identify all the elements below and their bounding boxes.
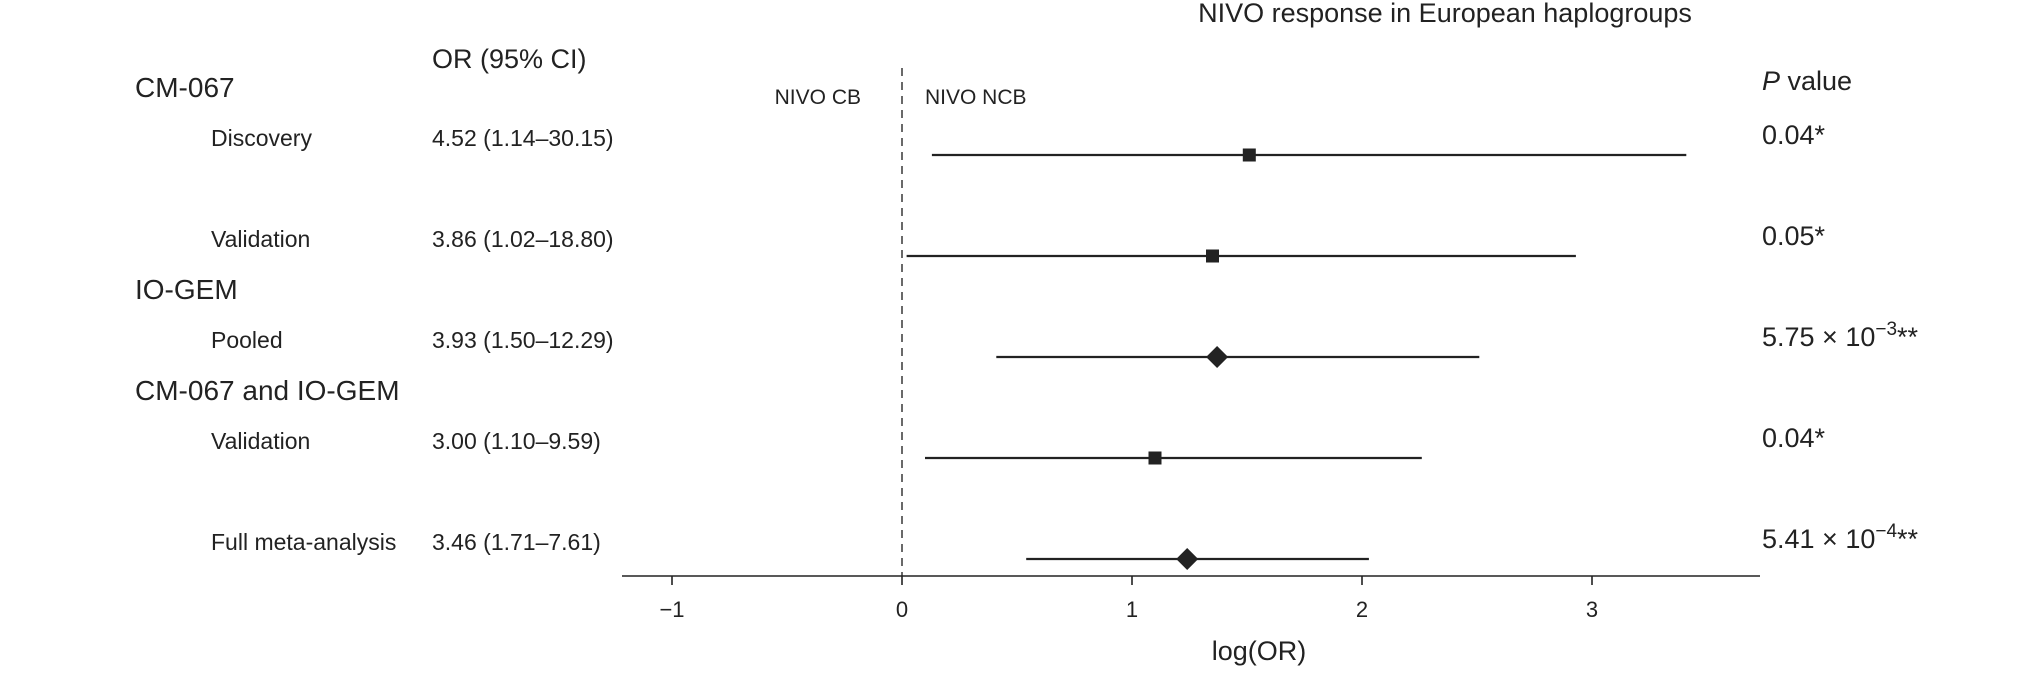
x-tick-label: 0 <box>896 597 908 622</box>
p-value-main: 0.05* <box>1762 221 1826 251</box>
estimate-square <box>1242 148 1256 162</box>
nivo-cb-label: NIVO CB <box>775 86 861 109</box>
group-label: IO-GEM <box>135 274 238 305</box>
or-ci-value: 3.46 (1.71–7.61) <box>432 529 601 555</box>
p-value-stars: ** <box>1897 524 1919 554</box>
p-value-stars: ** <box>1897 322 1919 352</box>
x-tick-label: 2 <box>1356 597 1368 622</box>
estimate-square <box>1148 451 1162 465</box>
p-value: 0.04* <box>1762 120 1826 150</box>
row-label: Validation <box>211 428 310 454</box>
or-ci-value: 3.00 (1.10–9.59) <box>432 428 601 454</box>
x-tick-label: 1 <box>1126 597 1138 622</box>
row-label: Full meta-analysis <box>211 529 396 555</box>
chart-title: NIVO response in European haplogroups <box>1198 0 1692 28</box>
p-value-main: 0.04* <box>1762 423 1826 453</box>
row-label: Validation <box>211 226 310 252</box>
x-axis-label: log(OR) <box>1212 636 1307 666</box>
p-value-exponent: −4 <box>1875 521 1897 542</box>
nivo-ncb-label: NIVO NCB <box>925 86 1027 109</box>
plot-area: −1 0 1 2 3 CM-067 IO-GEM CM-067 and IO-GEM Disco… <box>135 68 1919 622</box>
p-value-main: 5.75 × 10 <box>1762 322 1875 352</box>
x-tick-label: −1 <box>659 597 684 622</box>
or-ci-value: 3.86 (1.02–18.80) <box>432 226 614 252</box>
group-label: CM-067 and IO-GEM <box>135 375 400 406</box>
p-value-exponent: −3 <box>1875 319 1897 340</box>
estimate-diamond <box>1206 346 1229 368</box>
or-ci-header: OR (95% CI) <box>432 44 587 74</box>
estimate-diamond <box>1176 548 1199 570</box>
p-value-header-rest: value <box>1780 66 1852 96</box>
p-value: 0.05* <box>1762 221 1826 251</box>
estimate-square <box>1206 249 1219 263</box>
p-value: 0.04* <box>1762 423 1826 453</box>
p-value-main: 5.41 × 10 <box>1762 524 1875 554</box>
p-value-main: 0.04* <box>1762 120 1826 150</box>
row-label: Discovery <box>211 125 312 151</box>
or-ci-value: 4.52 (1.14–30.15) <box>432 125 614 151</box>
row-label: Pooled <box>211 327 283 353</box>
p-value-header: P value <box>1762 66 1852 96</box>
p-value: 5.75 × 10−3** <box>1762 319 1919 352</box>
x-tick-label: 3 <box>1586 597 1598 622</box>
or-ci-value: 3.93 (1.50–12.29) <box>432 327 614 353</box>
group-label: CM-067 <box>135 72 235 103</box>
p-value-header-italic: P <box>1762 66 1780 96</box>
p-value: 5.41 × 10−4** <box>1762 521 1919 554</box>
